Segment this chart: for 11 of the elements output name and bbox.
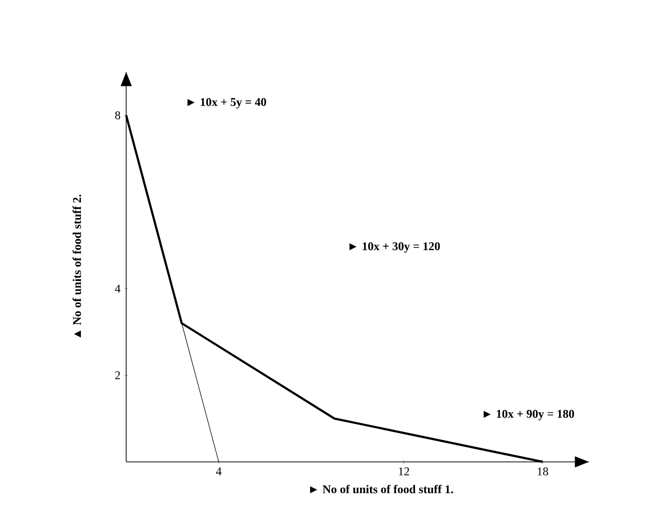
annotation: ► 10x + 30y = 120: [349, 242, 440, 253]
y-tick-label: 8: [115, 112, 120, 120]
x-tick-label: 4: [216, 468, 222, 476]
annotation: ► 10x + 5y = 40: [188, 98, 266, 109]
y-tick-label: 4: [114, 284, 120, 293]
x-tick-label: 18: [538, 468, 548, 476]
x-axis-title: ► No of units of food stuff 1.: [310, 484, 454, 494]
y-tick-label: 2: [115, 371, 120, 380]
annotation: ► 10x + 90y = 180: [484, 410, 574, 420]
y-axis-title: ▲ No of units of food stuff 2.: [72, 194, 82, 338]
x-tick-label: 12: [398, 468, 410, 476]
